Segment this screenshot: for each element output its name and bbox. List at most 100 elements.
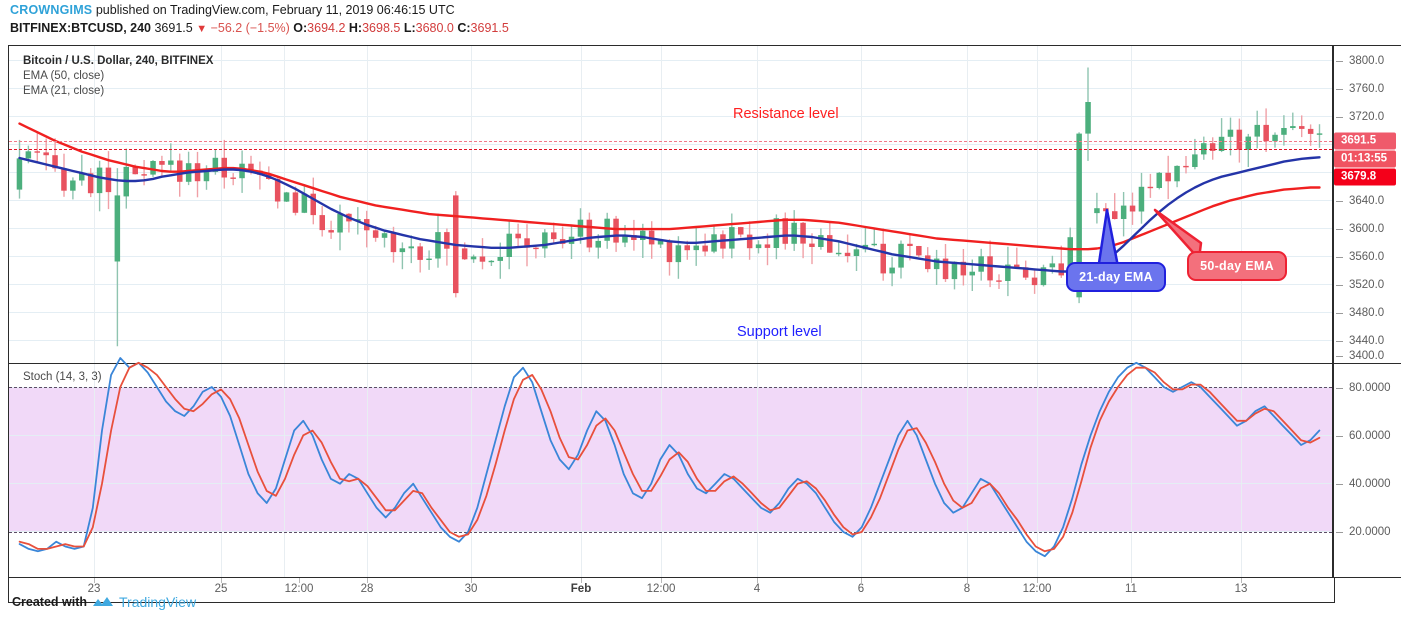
time-tick: 11	[1125, 583, 1137, 595]
low-value: 3680.0	[415, 21, 454, 35]
gridline-v	[967, 46, 968, 363]
high-key: H:	[348, 21, 363, 35]
tradingview-link[interactable]: TradingView	[119, 594, 197, 610]
pane-legend-ema50[interactable]: EMA (50, close)	[23, 70, 105, 82]
price-tick: 3800.0	[1349, 55, 1385, 67]
legend-title: Bitcoin / U.S. Dollar, 240, BITFINEX	[23, 55, 214, 67]
gridline	[9, 200, 1332, 201]
low-key: L:	[403, 21, 416, 35]
bar-countdown-tag: 01:13:55	[1334, 150, 1396, 168]
price-change: −56.2 (−1.5%)	[210, 21, 290, 35]
time-tick: 12:00	[646, 583, 676, 595]
last-price-tag: 3691.5	[1334, 132, 1396, 150]
quote-line: BITFINEX:BTCUSD, 240 3691.5 ▼ −56.2 (−1.…	[10, 20, 1390, 37]
gridline	[9, 60, 1332, 61]
time-tick: 12:00	[284, 583, 314, 595]
time-tick: 4	[753, 583, 761, 595]
gridline-v	[471, 364, 472, 577]
callout-tails	[1094, 208, 1203, 285]
stochastic-pane[interactable]: Stoch (14, 3, 3)	[8, 357, 1333, 578]
published-info: published on TradingView.com, February 1…	[95, 3, 455, 17]
stoch-tick: 60.0000	[1349, 430, 1391, 442]
stoch-series-canvas	[18, 357, 1321, 558]
gridline-v	[967, 364, 968, 577]
time-tick: 13	[1234, 583, 1248, 595]
close-key: C:	[457, 21, 471, 35]
gridline-v	[757, 46, 758, 363]
price-tick: 3480.0	[1349, 307, 1385, 319]
pane-legend-ema21[interactable]: EMA (21, close)	[23, 85, 105, 97]
time-tick: Feb	[570, 583, 592, 595]
gridline-v	[284, 364, 285, 577]
gridline-v	[1037, 46, 1038, 363]
tradingview-logo-icon	[92, 595, 114, 610]
gridline	[9, 435, 1332, 436]
gridline	[9, 531, 1332, 532]
callout-ema21: 21-day EMA	[1066, 262, 1166, 292]
gridline-v	[94, 46, 95, 363]
stoch-tick: 80.0000	[1349, 382, 1391, 394]
stoch-legend[interactable]: Stoch (14, 3, 3)	[23, 371, 102, 383]
gridline-v	[757, 364, 758, 577]
gridline	[9, 172, 1332, 173]
oversold-line	[9, 532, 1332, 533]
gridline-v	[94, 364, 95, 577]
gridline-v	[221, 46, 222, 363]
last-price: 3691.5	[154, 21, 193, 35]
price-tick: 3520.0	[1349, 279, 1385, 291]
time-tick: 8	[963, 583, 971, 595]
price-tick: 3640.0	[1349, 195, 1385, 207]
gridline	[9, 144, 1332, 145]
publisher-line: CROWNGIMS published on TradingView.com, …	[10, 3, 1390, 18]
gridline-v	[861, 364, 862, 577]
gridline-v	[1131, 46, 1132, 363]
gridline-v	[284, 46, 285, 363]
down-arrow-icon: ▼	[196, 23, 208, 35]
footer: Created with TradingView	[12, 594, 196, 610]
gridline-v	[1241, 364, 1242, 577]
price-axis[interactable]: 3800.0 3760.0 3720.0 3640.0 3600.0 3560.…	[1333, 45, 1401, 363]
open-value: 3694.2	[307, 21, 346, 35]
price-tick: 3400.0	[1349, 350, 1385, 362]
stoch-tick: 20.0000	[1349, 526, 1391, 538]
gridline-v	[581, 46, 582, 363]
time-tick: 23	[87, 583, 101, 595]
gridline-v	[661, 364, 662, 577]
time-tick: 30	[464, 583, 478, 595]
gridline-v	[581, 364, 582, 577]
gridline	[9, 116, 1332, 117]
overbought-line	[9, 387, 1332, 388]
price-series-canvas	[16, 67, 1323, 347]
gridline	[9, 284, 1332, 285]
price-tick: 3440.0	[1349, 335, 1385, 347]
bid-price-line	[9, 149, 1332, 150]
symbol-label[interactable]: BITFINEX:BTCUSD, 240	[10, 21, 151, 35]
last-price-line	[9, 141, 1332, 142]
gridline	[9, 88, 1332, 89]
gridline	[9, 312, 1332, 313]
support-label: Support level	[737, 324, 822, 340]
price-tick: 3560.0	[1349, 251, 1385, 263]
axis-separator	[1333, 45, 1334, 578]
pane-legend-symbol: Bitcoin / U.S. Dollar, 240, BITFINEX	[23, 54, 213, 69]
gridline-v	[1131, 364, 1132, 577]
chart-header: CROWNGIMS published on TradingView.com, …	[10, 3, 1390, 37]
close-value: 3691.5	[470, 21, 509, 35]
gridline	[9, 340, 1332, 341]
time-tick: 28	[360, 583, 374, 595]
resistance-label: Resistance level	[733, 106, 839, 122]
callout-ema50: 50-day EMA	[1187, 251, 1287, 281]
stochastic-axis[interactable]: 80.0000 60.0000 40.0000 20.0000	[1333, 363, 1401, 578]
stoch-tick: 40.0000	[1349, 478, 1391, 490]
gridline-v	[471, 46, 472, 363]
publisher-name[interactable]: CROWNGIMS	[10, 3, 93, 17]
price-pane[interactable]: Bitcoin / U.S. Dollar, 240, BITFINEX EMA…	[8, 45, 1333, 363]
open-key: O:	[293, 21, 308, 35]
created-with-label: Created with	[12, 595, 88, 609]
gridline-v	[367, 364, 368, 577]
time-axis[interactable]: 23 25 12:00 28 30 Feb 12:00 4 6 8 12:00 …	[8, 578, 1335, 603]
gridline-v	[1241, 46, 1242, 363]
price-tick: 3720.0	[1349, 111, 1385, 123]
gridline-v	[661, 46, 662, 363]
